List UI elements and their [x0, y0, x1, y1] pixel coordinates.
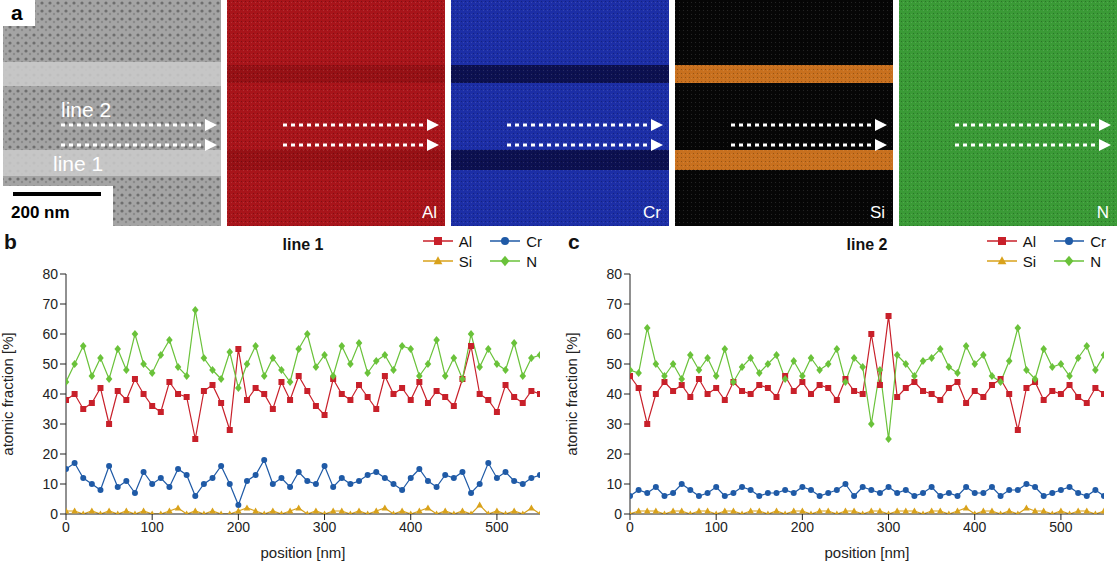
- html-text:line 2: line 2: [846, 236, 888, 253]
- svg-text:position [nm]: position [nm]: [824, 544, 909, 561]
- svg-text:0: 0: [50, 506, 58, 522]
- svg-text:500: 500: [485, 519, 509, 535]
- html-text:N: N: [1090, 252, 1101, 270]
- svg-text:20: 20: [606, 446, 622, 462]
- svg-text:Si: Si: [870, 203, 885, 222]
- svg-text:60: 60: [42, 326, 58, 342]
- svg-text:atomic fraction [%]: atomic fraction [%]: [564, 332, 580, 455]
- svg-text:Al: Al: [422, 203, 437, 222]
- svg-text:20: 20: [42, 446, 58, 462]
- svg-text:50: 50: [606, 356, 622, 372]
- svg-text:10: 10: [42, 476, 58, 492]
- html-text:N: N: [526, 252, 537, 270]
- svg-text:70: 70: [42, 296, 58, 312]
- html-text:b: b: [4, 230, 17, 253]
- svg-text:100: 100: [141, 519, 165, 535]
- svg-text:80: 80: [606, 266, 622, 282]
- svg-text:40: 40: [606, 386, 622, 402]
- svg-text:400: 400: [963, 519, 987, 535]
- svg-text:500: 500: [1049, 519, 1073, 535]
- svg-text:0: 0: [626, 519, 634, 535]
- html-text:Si: Si: [1022, 252, 1037, 270]
- svg-text:200 nm: 200 nm: [11, 203, 70, 222]
- svg-text:400: 400: [399, 519, 423, 535]
- svg-text:200: 200: [791, 519, 815, 535]
- svg-text:50: 50: [42, 356, 58, 372]
- svg-text:Cr: Cr: [643, 203, 661, 222]
- svg-text:0: 0: [62, 519, 70, 535]
- html-text:line 1: line 1: [282, 236, 324, 253]
- svg-text:position [nm]: position [nm]: [260, 544, 345, 561]
- svg-text:a: a: [11, 1, 23, 24]
- svg-text:100: 100: [705, 519, 729, 535]
- html-text:Si: Si: [458, 252, 473, 270]
- html-text:c: c: [568, 230, 580, 253]
- html-text:Al: Al: [458, 232, 473, 250]
- svg-text:10: 10: [606, 476, 622, 492]
- html-text:Al: Al: [1022, 232, 1037, 250]
- svg-text:atomic fraction [%]: atomic fraction [%]: [0, 332, 16, 455]
- svg-text:N: N: [1097, 203, 1109, 222]
- svg-text:0: 0: [614, 506, 622, 522]
- svg-text:300: 300: [313, 519, 337, 535]
- svg-text:80: 80: [42, 266, 58, 282]
- svg-text:line 1: line 1: [53, 152, 103, 175]
- svg-text:70: 70: [606, 296, 622, 312]
- svg-text:30: 30: [606, 416, 622, 432]
- svg-text:200: 200: [227, 519, 251, 535]
- svg-text:30: 30: [42, 416, 58, 432]
- svg-text:300: 300: [877, 519, 901, 535]
- svg-text:40: 40: [42, 386, 58, 402]
- svg-text:60: 60: [606, 326, 622, 342]
- html-text:Cr: Cr: [1090, 232, 1106, 250]
- svg-text:line 2: line 2: [61, 98, 111, 121]
- html-text:Cr: Cr: [526, 232, 542, 250]
